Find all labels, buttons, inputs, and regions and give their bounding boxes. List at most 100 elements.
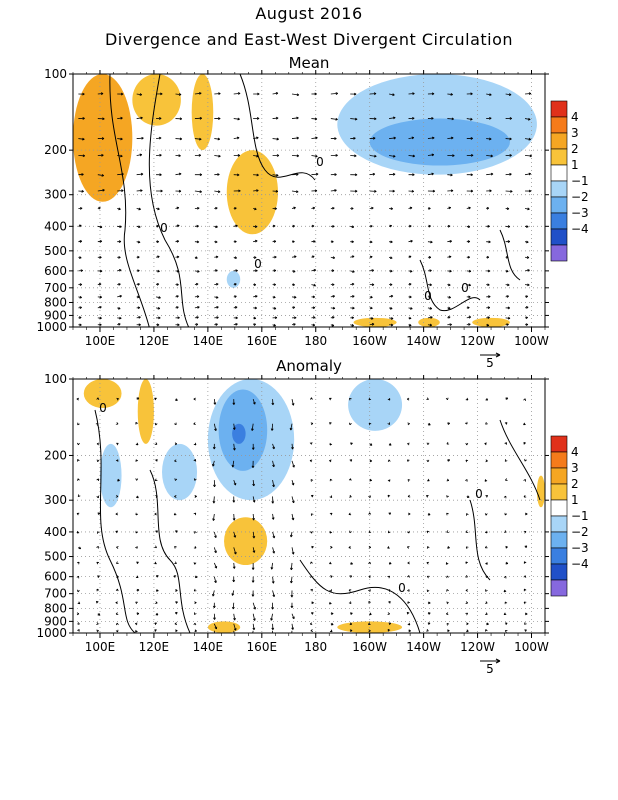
wind-vector <box>252 630 254 633</box>
reference-vector-label: 5 <box>486 662 494 676</box>
wind-vector-head <box>79 240 83 243</box>
wind-vector <box>291 479 294 486</box>
wind-vector-head <box>156 575 159 578</box>
wind-vector-head <box>426 628 429 632</box>
wind-vector-head <box>275 173 279 177</box>
wind-vector-head <box>427 622 431 626</box>
wind-vector-head <box>525 295 529 298</box>
wind-vector-head <box>426 546 430 549</box>
wind-vector <box>272 117 279 119</box>
wind-vector-head <box>505 269 509 273</box>
wind-vector-head <box>310 397 313 400</box>
wind-vector-head <box>504 442 508 445</box>
wind-vector-head <box>408 323 412 327</box>
wind-vector-head <box>155 601 158 604</box>
wind-vector-head <box>118 268 122 272</box>
wind-vector-head <box>525 316 528 320</box>
wind-vector-head <box>174 459 177 463</box>
wind-vector-head <box>311 255 315 259</box>
wind-vector-head <box>139 153 143 157</box>
wind-vector-head <box>116 442 119 446</box>
wind-vector-head <box>99 316 102 320</box>
wind-vector-head <box>312 316 316 319</box>
wind-vector-head <box>179 117 183 121</box>
wind-vector-head <box>387 397 391 401</box>
wind-vector-head <box>407 494 411 498</box>
wind-vector <box>252 623 255 630</box>
wind-vector-head <box>315 172 319 176</box>
wind-vector-head <box>77 478 80 481</box>
wind-vector <box>524 138 531 140</box>
wind-vector-head <box>468 315 472 319</box>
wind-vector-head <box>140 116 143 120</box>
wind-vector-head <box>335 153 338 157</box>
wind-vector-head <box>447 629 450 633</box>
wind-vector <box>408 93 415 95</box>
wind-vector <box>427 137 435 139</box>
wind-vector <box>290 576 293 584</box>
wind-vector-head <box>310 588 313 592</box>
wind-vector-head <box>412 154 416 158</box>
wind-vector-head <box>292 240 295 244</box>
wind-vector-head <box>174 478 178 481</box>
wind-vector-head <box>426 530 430 534</box>
wind-vector-head <box>368 561 371 565</box>
shaded-region-positive <box>472 317 510 327</box>
wind-vector-head <box>388 561 392 565</box>
panel-title: Anomaly <box>276 357 342 375</box>
wind-vector-head <box>156 224 159 228</box>
y-tick-label: 700 <box>44 587 67 601</box>
y-tick-label: 300 <box>44 188 67 202</box>
wind-vector-head <box>178 154 181 158</box>
wind-vector-head <box>234 240 237 244</box>
wind-vector-head <box>329 512 333 516</box>
x-tick-label: 120E <box>139 334 170 348</box>
x-tick-label: 140E <box>193 334 224 348</box>
y-tick-label: 800 <box>44 295 67 309</box>
wind-vector-head <box>506 207 510 211</box>
wind-vector-head <box>99 225 103 229</box>
wind-vector-head <box>96 495 100 499</box>
wind-vector-head <box>252 401 256 405</box>
wind-vector <box>290 423 293 431</box>
wind-vector-head <box>136 495 139 499</box>
wind-vector <box>252 547 255 553</box>
y-tick-label: 600 <box>44 570 67 584</box>
wind-vector-head <box>274 316 278 320</box>
wind-vector-head <box>524 545 528 549</box>
wind-vector-head <box>368 397 372 401</box>
wind-vector-head <box>329 629 333 633</box>
wind-vector-head <box>135 442 139 446</box>
wind-vector-head <box>527 283 530 287</box>
wind-vector-head <box>349 530 352 534</box>
wind-vector-head <box>426 459 430 463</box>
wind-vector-head <box>273 240 277 243</box>
wind-vector <box>232 460 235 468</box>
wind-vector <box>97 174 104 177</box>
wind-vector-head <box>193 478 197 481</box>
wind-vector-head <box>158 296 161 299</box>
wind-vector <box>389 117 396 119</box>
wind-vector-head <box>234 256 238 259</box>
wind-vector-head <box>445 612 449 616</box>
wind-vector-head <box>489 137 492 141</box>
wind-vector-head <box>138 225 141 229</box>
wind-vector <box>291 513 294 521</box>
y-tick-label: 500 <box>44 550 67 564</box>
wind-vector <box>505 173 512 176</box>
wind-vector-head <box>428 224 431 228</box>
plot-frame <box>72 73 546 328</box>
wind-vector <box>136 117 143 119</box>
y-tick-label: 400 <box>44 219 67 233</box>
contour-line <box>469 499 491 581</box>
wind-vector-head <box>158 316 161 320</box>
wind-vector-head <box>212 593 215 597</box>
shaded-region-positive <box>353 317 397 327</box>
wind-vector-head <box>447 422 450 425</box>
contour-line <box>499 229 521 281</box>
wind-vector-head <box>349 459 353 462</box>
wind-vector <box>290 531 293 538</box>
wind-vector-head <box>429 283 432 287</box>
wind-vector <box>291 117 299 119</box>
